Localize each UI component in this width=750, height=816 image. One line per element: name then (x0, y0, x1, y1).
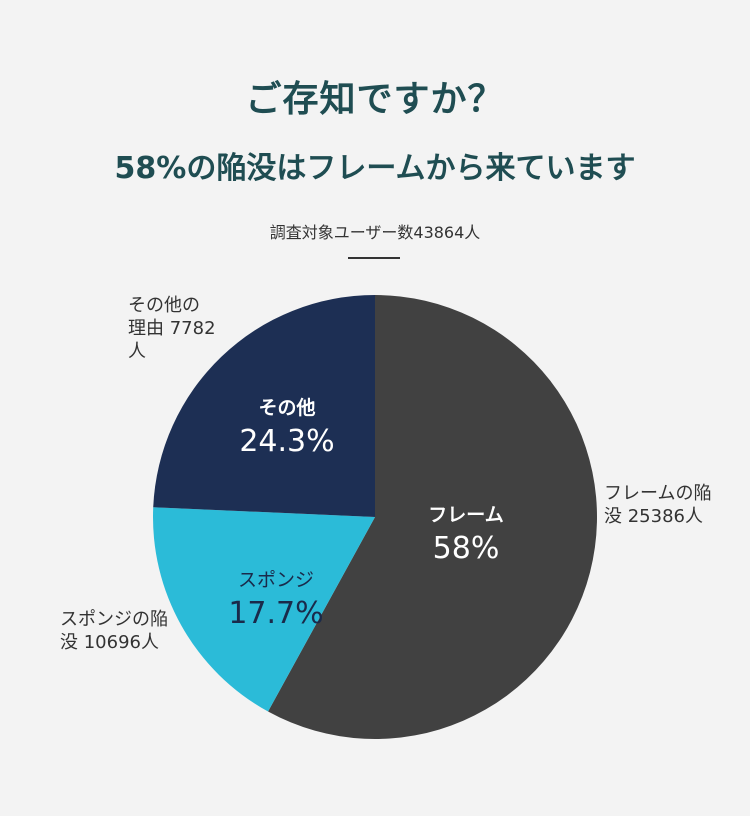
slice-name-frame: フレーム (428, 504, 504, 526)
slice-percent-sponge: 17.7% (228, 596, 324, 631)
slice-label-frame: フレーム 58% (428, 500, 503, 566)
chart-title: ご存知ですか？ (245, 79, 505, 120)
slice-percent-other: 24.3% (239, 424, 335, 459)
callout-other: その他の 理由 7782 人 (128, 295, 216, 362)
slice-percent-frame: 58% (432, 531, 500, 566)
survey-note: 調査対象ユーザー数43864人 (269, 223, 481, 242)
callout-sponge: スポンジの陥 没 10696人 (60, 609, 168, 653)
callout-frame: フレームの陥 没 25386人 (604, 483, 712, 527)
slice-label-other: その他 24.3% (239, 393, 334, 459)
pie-slice-frame (268, 295, 597, 739)
slice-label-sponge: スポンジ 17.7% (228, 565, 323, 631)
chart-subtitle: 58%の陥没はフレームから来ています (114, 151, 636, 186)
slice-name-other: その他 (258, 397, 316, 419)
note-underline (348, 257, 400, 259)
pie-slice-sponge (152, 507, 375, 712)
slice-name-sponge: スポンジ (237, 569, 314, 591)
pie-slice-other (153, 295, 375, 517)
